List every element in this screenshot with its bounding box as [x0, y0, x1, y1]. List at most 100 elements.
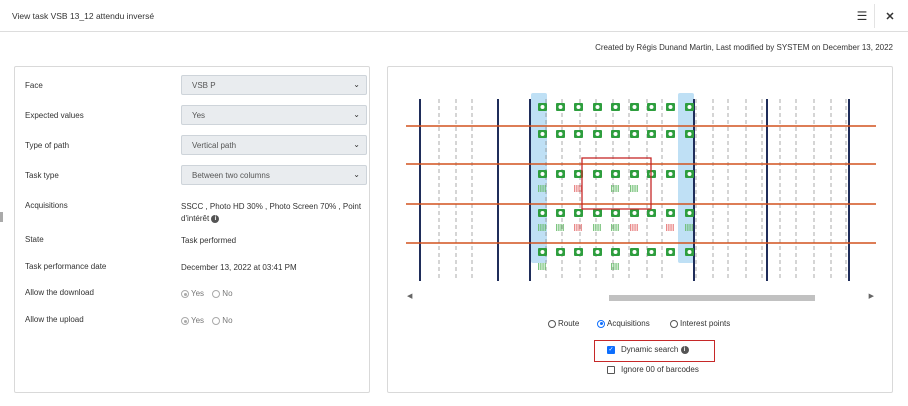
- barcode-mark: [611, 224, 613, 231]
- barcode-mark: [562, 224, 564, 231]
- camera-lens: [649, 250, 654, 254]
- allow-download-radios: Yes No: [181, 288, 365, 300]
- dynamic-search-checkbox[interactable]: ✓: [607, 345, 615, 354]
- state-value: Task performed: [181, 236, 237, 245]
- route-radio[interactable]: [548, 319, 556, 328]
- barcode-mark: [689, 224, 691, 231]
- barcode-mark: [542, 224, 544, 231]
- allow-upload-radios: Yes No: [181, 315, 365, 327]
- expected-values-label: Expected values: [25, 111, 84, 120]
- camera-lens: [595, 132, 600, 136]
- acquisitions-radio[interactable]: [597, 319, 605, 328]
- camera-lens: [649, 132, 654, 136]
- barcode-mark: [560, 224, 562, 231]
- type-of-path-select[interactable]: Vertical path ⌄: [181, 135, 367, 155]
- camera-lens: [687, 211, 692, 215]
- camera-lens: [613, 211, 618, 215]
- allow-download-yes-radio[interactable]: [181, 290, 189, 298]
- expected-values-select[interactable]: Yes ⌄: [181, 105, 367, 125]
- info-icon[interactable]: i: [211, 214, 220, 223]
- close-icon[interactable]: ✕: [885, 10, 895, 23]
- barcode-mark: [634, 185, 636, 192]
- barcode-mark: [578, 185, 580, 192]
- barcode-mark: [613, 224, 615, 231]
- resize-handle[interactable]: [0, 212, 3, 222]
- acquisitions-label: Acquisitions: [25, 201, 68, 210]
- allow-download-no-radio[interactable]: [212, 290, 221, 298]
- camera-lens: [649, 105, 654, 109]
- allow-upload-label: Allow the upload: [25, 315, 84, 324]
- camera-lens: [576, 105, 581, 109]
- camera-lens: [632, 132, 637, 136]
- planogram-grid[interactable]: [406, 91, 876, 289]
- ignore-barcodes-checkbox[interactable]: [607, 365, 615, 374]
- face-label: Face: [25, 81, 43, 90]
- camera-lens: [558, 132, 563, 136]
- camera-lens: [595, 172, 600, 176]
- camera-lens: [632, 211, 637, 215]
- barcode-mark: [617, 263, 619, 270]
- camera-lens: [632, 105, 637, 109]
- barcode-mark: [630, 224, 632, 231]
- type-of-path-label: Type of path: [25, 141, 70, 150]
- camera-lens: [595, 211, 600, 215]
- planogram-svg[interactable]: [406, 91, 876, 289]
- camera-lens: [668, 211, 673, 215]
- scroll-thumb[interactable]: [609, 295, 815, 301]
- barcode-mark: [613, 263, 615, 270]
- chevron-down-icon: ⌄: [353, 170, 360, 179]
- barcode-mark: [538, 185, 540, 192]
- interest-points-option[interactable]: Interest points: [670, 319, 730, 328]
- state-label: State: [25, 235, 44, 244]
- camera-lens: [540, 211, 545, 215]
- camera-lens: [649, 211, 654, 215]
- scroll-right-icon[interactable]: ▶: [868, 293, 874, 300]
- barcode-mark: [538, 224, 540, 231]
- barcode-mark: [611, 185, 613, 192]
- camera-lens: [540, 172, 545, 176]
- planogram-panel: [387, 66, 893, 393]
- horizontal-scrollbar[interactable]: ◀ ▶: [406, 291, 875, 303]
- chevron-down-icon: ⌄: [353, 110, 360, 119]
- ignore-barcodes-option[interactable]: Ignore 00 of barcodes: [607, 365, 699, 374]
- barcode-mark: [615, 263, 617, 270]
- barcode-mark: [615, 185, 617, 192]
- acquisitions-option[interactable]: Acquisitions: [597, 319, 650, 328]
- interest-points-radio[interactable]: [670, 319, 678, 328]
- barcode-mark: [540, 224, 542, 231]
- barcode-mark: [544, 263, 546, 270]
- chevron-down-icon: ⌄: [353, 140, 360, 149]
- barcode-mark: [617, 185, 619, 192]
- scroll-left-icon[interactable]: ◀: [407, 293, 413, 300]
- allow-upload-no-radio[interactable]: [212, 317, 221, 325]
- camera-lens: [613, 250, 618, 254]
- barcode-mark: [599, 224, 601, 231]
- camera-lens: [687, 172, 692, 176]
- barcode-mark: [636, 224, 638, 231]
- camera-lens: [668, 250, 673, 254]
- dynamic-search-option[interactable]: ✓ Dynamic search i: [607, 345, 689, 354]
- barcode-mark: [542, 185, 544, 192]
- barcode-mark: [691, 224, 693, 231]
- barcode-mark: [574, 224, 576, 231]
- barcode-mark: [611, 263, 613, 270]
- barcode-mark: [634, 224, 636, 231]
- barcode-mark: [576, 224, 578, 231]
- camera-lens: [558, 250, 563, 254]
- barcode-mark: [666, 224, 668, 231]
- camera-lens: [632, 250, 637, 254]
- acquisitions-value: SSCC , Photo HD 30% , Photo Screen 70% ,…: [181, 202, 362, 223]
- allow-download-label: Allow the download: [25, 288, 94, 297]
- info-icon[interactable]: i: [680, 345, 689, 354]
- list-icon[interactable]: ☰: [856, 9, 868, 23]
- task-type-select[interactable]: Between two columns ⌄: [181, 165, 367, 185]
- camera-lens: [687, 132, 692, 136]
- camera-lens: [558, 105, 563, 109]
- face-select[interactable]: VSB P ⌄: [181, 75, 367, 95]
- barcode-mark: [617, 224, 619, 231]
- camera-lens: [540, 132, 545, 136]
- route-option[interactable]: Route: [548, 319, 579, 328]
- camera-lens: [595, 105, 600, 109]
- allow-upload-yes-radio[interactable]: [181, 317, 189, 325]
- created-modified-info: Created by Régis Dunand Martin, Last mod…: [595, 43, 893, 52]
